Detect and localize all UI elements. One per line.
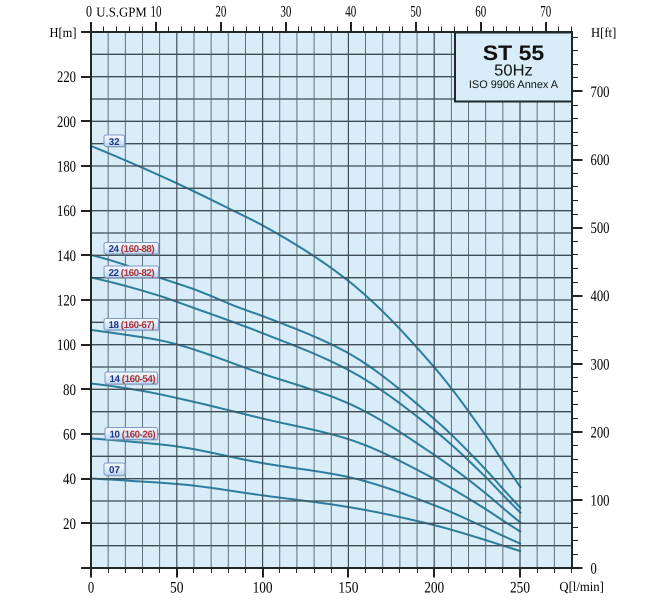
svg-text:18 (160-67): 18 (160-67) (109, 320, 155, 331)
svg-text:40: 40 (345, 4, 356, 21)
svg-text:30: 30 (280, 4, 291, 21)
svg-text:150: 150 (338, 580, 358, 597)
svg-text:300: 300 (591, 356, 610, 373)
svg-text:24 (160-88): 24 (160-88) (109, 244, 155, 255)
svg-text:400: 400 (591, 288, 610, 305)
svg-text:100: 100 (253, 580, 273, 597)
svg-text:120: 120 (57, 293, 76, 310)
svg-text:40: 40 (63, 471, 76, 488)
svg-text:200: 200 (424, 580, 444, 597)
svg-text:140: 140 (57, 248, 76, 265)
svg-text:0: 0 (86, 4, 92, 21)
svg-text:220: 220 (57, 69, 76, 86)
svg-text:50: 50 (410, 4, 421, 21)
svg-text:200: 200 (57, 114, 76, 131)
svg-text:U.S.GPM: U.S.GPM (96, 5, 147, 20)
svg-text:14 (160-54): 14 (160-54) (110, 374, 156, 385)
svg-text:100: 100 (57, 337, 76, 354)
svg-text:100: 100 (591, 492, 610, 509)
svg-text:600: 600 (591, 152, 610, 169)
svg-text:700: 700 (591, 84, 610, 101)
svg-text:H[ft]: H[ft] (591, 25, 616, 40)
svg-text:Q[l/min]: Q[l/min] (559, 579, 604, 594)
svg-text:10: 10 (151, 4, 162, 21)
svg-text:160: 160 (57, 203, 76, 220)
svg-text:60: 60 (475, 4, 486, 21)
svg-text:50: 50 (170, 580, 184, 597)
svg-text:180: 180 (57, 159, 76, 176)
svg-text:50Hz: 50Hz (494, 63, 533, 80)
svg-text:ST 55: ST 55 (483, 42, 545, 65)
svg-text:32: 32 (109, 137, 120, 148)
svg-text:70: 70 (540, 4, 551, 21)
svg-text:H[m]: H[m] (50, 25, 77, 40)
svg-text:10 (160-26): 10 (160-26) (110, 430, 156, 441)
svg-text:0: 0 (591, 561, 597, 578)
svg-text:200: 200 (591, 424, 610, 441)
svg-text:80: 80 (63, 382, 76, 399)
svg-text:07: 07 (109, 465, 120, 476)
svg-text:22 (160-82): 22 (160-82) (109, 268, 155, 279)
svg-text:20: 20 (215, 4, 226, 21)
svg-text:ISO 9906 Annex A: ISO 9906 Annex A (469, 79, 559, 91)
svg-text:20: 20 (63, 516, 76, 533)
svg-text:250: 250 (510, 580, 530, 597)
svg-text:60: 60 (63, 427, 76, 444)
svg-text:0: 0 (88, 580, 94, 597)
svg-text:500: 500 (591, 220, 610, 237)
